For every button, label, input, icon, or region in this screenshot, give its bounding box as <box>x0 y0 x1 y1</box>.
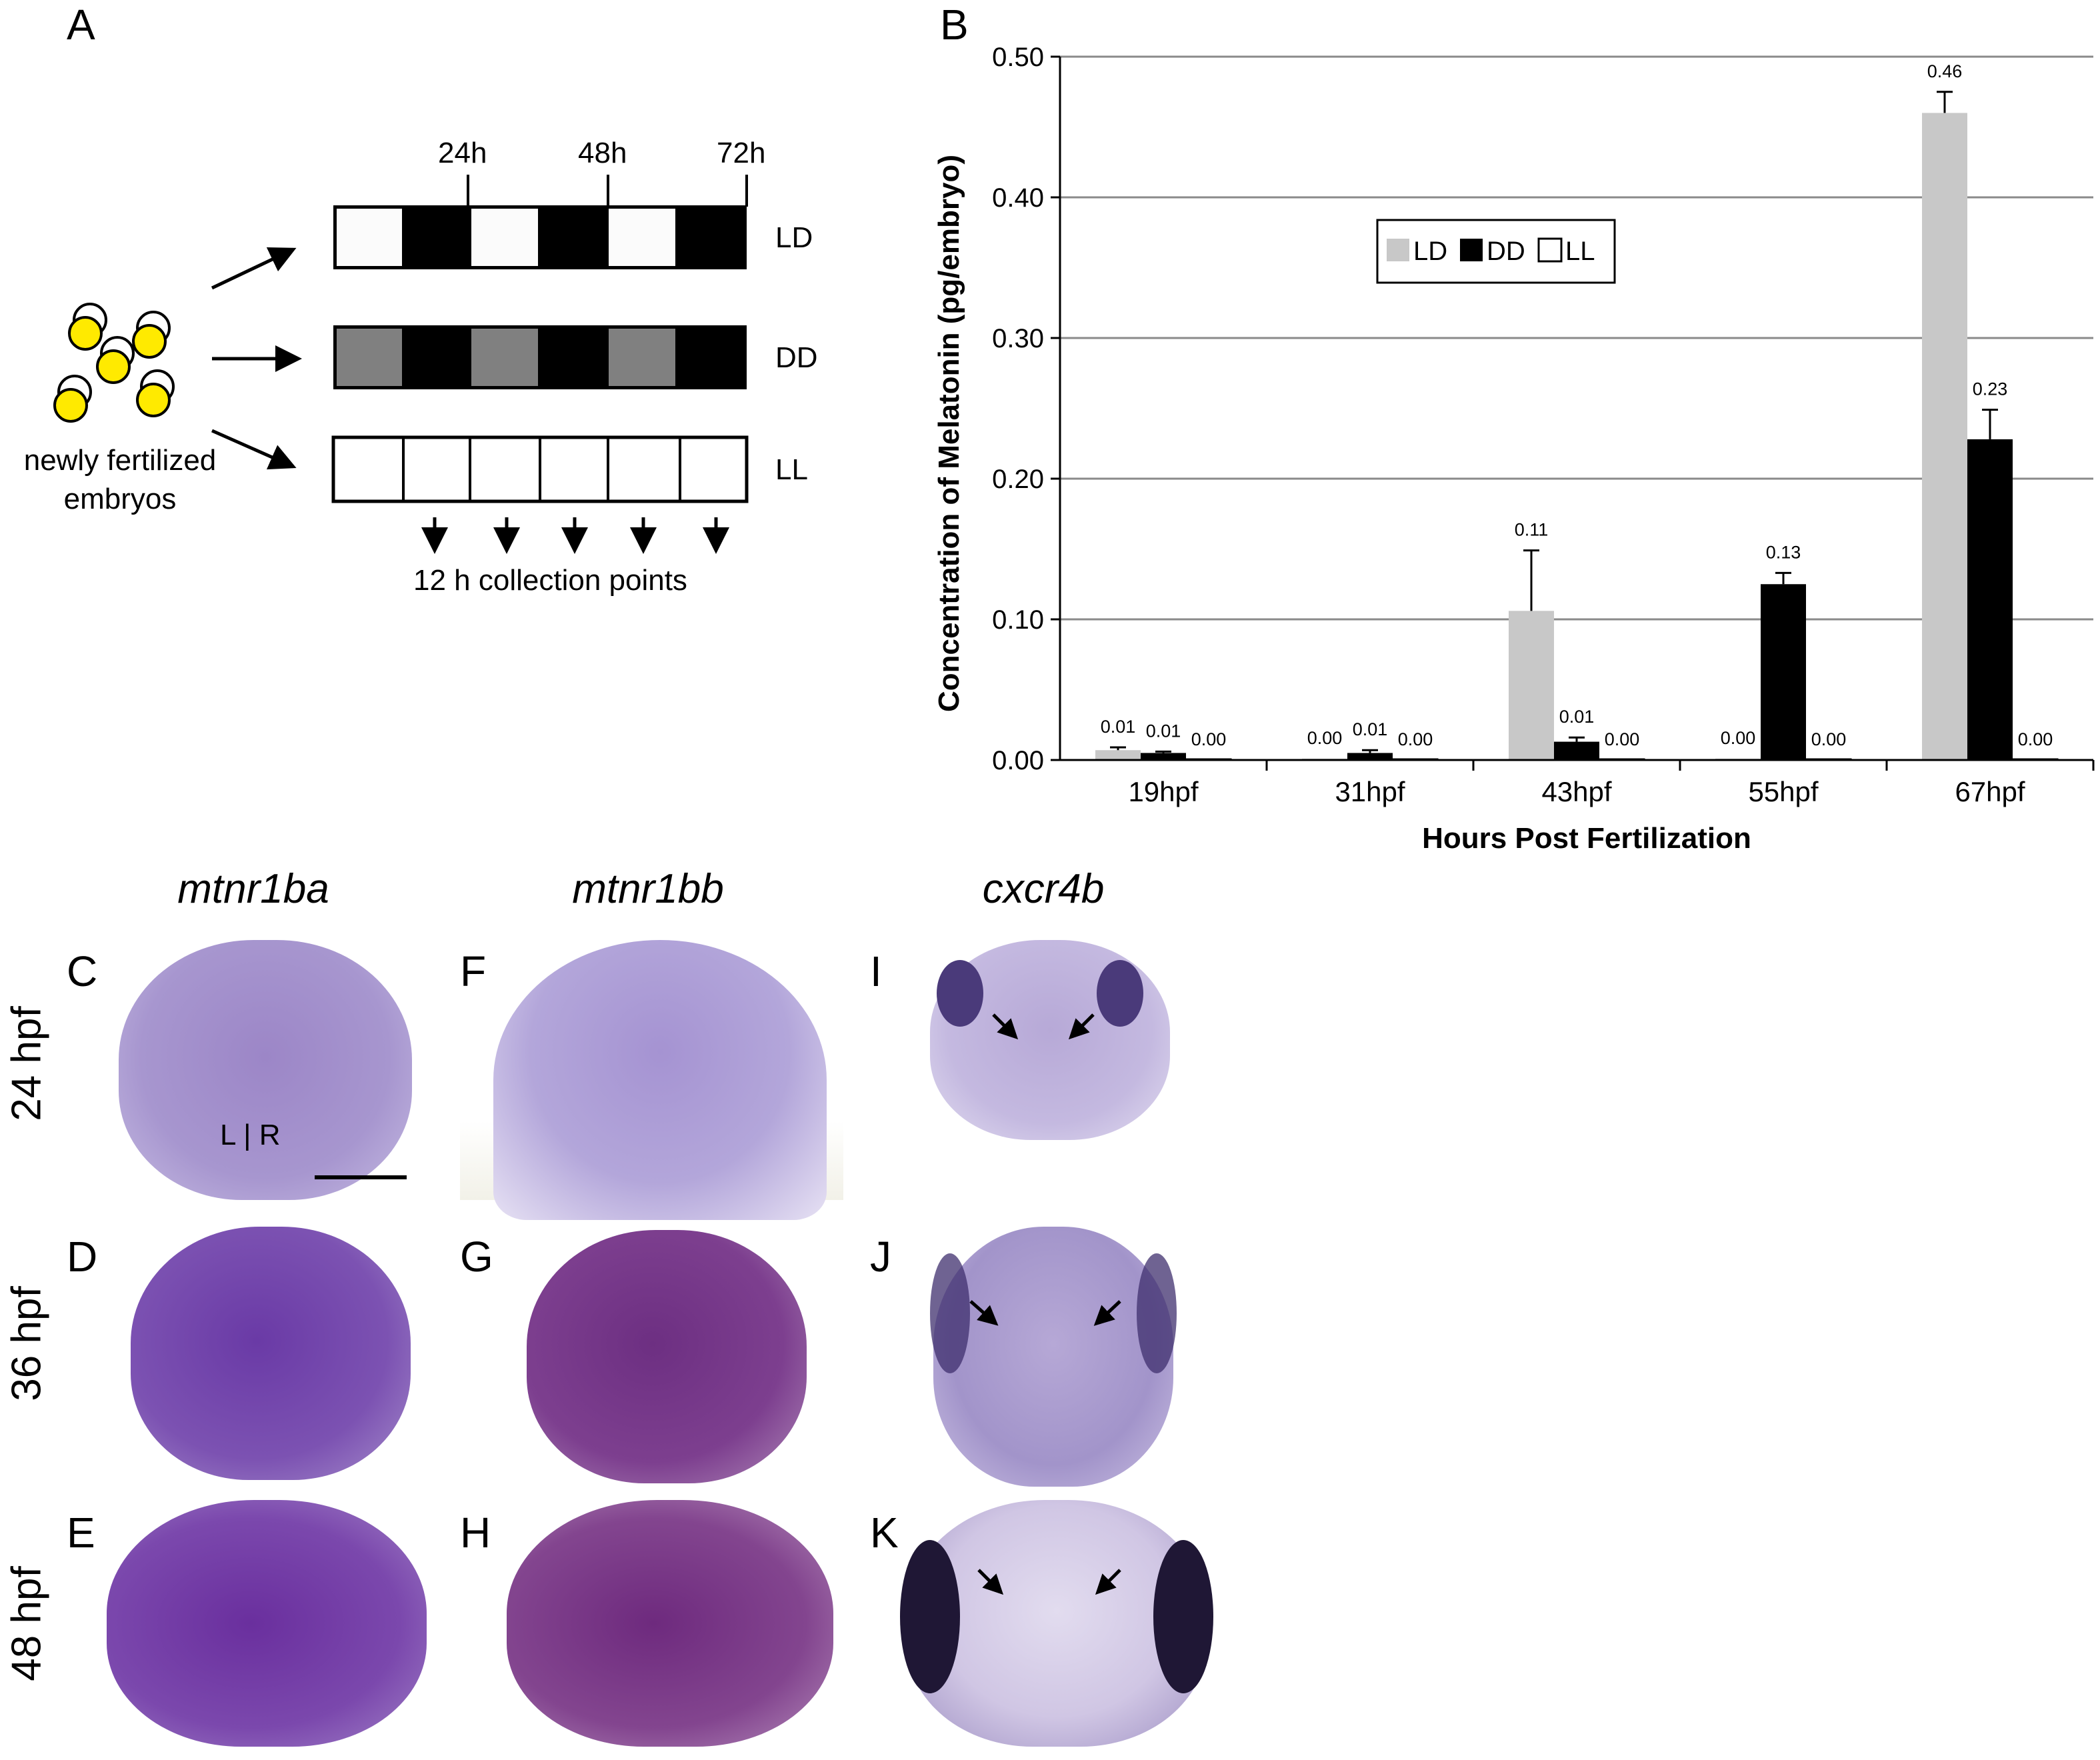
legend-swatch-dd <box>1460 239 1483 261</box>
ll-bar <box>331 435 749 503</box>
row-label-24hpf: 24 hpf <box>3 1006 50 1121</box>
y-axis-label: Concentration of Melatonin (pg/embryo) <box>933 155 965 712</box>
panel-label-f: F <box>460 947 487 995</box>
row-label-36hpf: 36 hpf <box>3 1286 50 1401</box>
eye-left-j <box>930 1253 970 1373</box>
data-label: 0.00 <box>1398 729 1433 749</box>
panel-label-h: H <box>460 1509 491 1557</box>
legend-label-dd: DD <box>1487 237 1525 266</box>
legend-label-ll: LL <box>1565 237 1595 266</box>
embryo-image-c <box>119 940 412 1200</box>
column-label-cxcr4b: cxcr4b <box>982 866 1105 912</box>
data-label: 0.46 <box>1927 61 1963 81</box>
eye-right-k <box>1153 1540 1213 1693</box>
y-tick-label: 0.50 <box>992 43 1044 72</box>
arrow-to-ll <box>211 429 297 470</box>
y-tick-label: 0.10 <box>992 605 1044 635</box>
data-label: 0.00 <box>1721 728 1756 748</box>
embryo-image-f <box>493 940 827 1220</box>
bar-dd <box>1141 753 1186 760</box>
ld-bar <box>333 205 747 269</box>
x-tick-label: 43hpf <box>1541 776 1611 807</box>
panel-label-j: J <box>870 1233 891 1281</box>
y-tick-label: 0.00 <box>992 746 1044 775</box>
bar-dd <box>1967 439 2013 760</box>
column-label-mtnr1bb: mtnr1bb <box>572 866 724 912</box>
data-label: 0.01 <box>1146 721 1181 741</box>
data-label: 0.00 <box>1605 729 1640 749</box>
embryo-image-e <box>107 1500 427 1747</box>
timeline-diagram <box>53 175 749 554</box>
cxcr4b-arrows <box>969 1013 1121 1595</box>
condition-ll: LL <box>775 453 808 486</box>
data-label: 0.01 <box>1101 717 1136 737</box>
bar-dd <box>1761 584 1806 760</box>
chart-gridlines <box>1060 55 2093 621</box>
legend-swatch-ld <box>1387 239 1409 261</box>
lr-label: L | R <box>220 1119 281 1151</box>
bar-ld <box>1095 750 1141 760</box>
eye-right-j <box>1137 1253 1177 1373</box>
embryo-image-j <box>933 1227 1173 1487</box>
bar-dd <box>1554 741 1599 760</box>
condition-dd: DD <box>775 341 818 374</box>
arrow-to-ld <box>211 247 297 290</box>
x-tick-label: 19hpf <box>1128 776 1198 807</box>
bar-dd <box>1347 753 1393 760</box>
panel-label-i: I <box>870 947 882 995</box>
panel-label-b: B <box>940 1 969 49</box>
panel-label-a: A <box>67 1 95 49</box>
embryo-image-g <box>527 1230 807 1483</box>
embryo-label-line1: newly fertilized <box>23 444 217 477</box>
x-tick-label: 67hpf <box>1955 776 2025 807</box>
y-tick-label: 0.30 <box>992 324 1044 353</box>
legend-label-ld: LD <box>1413 237 1447 266</box>
scale-bar <box>315 1175 407 1179</box>
chart-y-axis: 0.00 0.10 0.20 0.30 0.40 0.50 <box>992 43 1061 775</box>
chart-bars: 0.01 0.01 0.00 0.00 0.01 0.00 0.11 0.01 0.00 0.00… <box>1095 61 2059 761</box>
eye-left-k <box>900 1540 960 1693</box>
panel-label-e: E <box>67 1509 95 1557</box>
legend: LD DD LL <box>1376 219 1616 284</box>
eye-left-i <box>937 960 983 1027</box>
x-tick-label: 55hpf <box>1748 776 1818 807</box>
data-label: 0.11 <box>1515 520 1549 540</box>
data-label: 0.00 <box>1191 729 1227 749</box>
embryo-image-d <box>131 1227 411 1480</box>
legend-swatch-ll <box>1537 237 1563 263</box>
collection-label: 12 h collection points <box>413 564 687 597</box>
x-tick-label: 31hpf <box>1335 776 1405 807</box>
data-label: 0.01 <box>1559 707 1595 727</box>
data-label: 0.00 <box>1307 728 1343 748</box>
data-label: 0.13 <box>1766 542 1801 562</box>
panel-label-c: C <box>67 947 98 995</box>
panel-label-k: K <box>870 1509 899 1557</box>
data-label: 0.01 <box>1353 719 1388 739</box>
collection-arrows <box>421 517 729 554</box>
y-tick-label: 0.40 <box>992 183 1044 213</box>
dd-bar <box>333 325 747 389</box>
row-label-48hpf: 48 hpf <box>3 1566 50 1681</box>
data-label: 0.23 <box>1973 379 2008 399</box>
chart-x-axis: 19hpf 31hpf 43hpf 55hpf 67hpf <box>1060 759 2095 807</box>
melatonin-bar-chart: 0.01 0.01 0.00 0.00 0.01 0.000.110.010.00 0.00… <box>933 43 2095 855</box>
column-label-mtnr1ba: mtnr1ba <box>177 866 329 912</box>
embryo-label-line2: embryos <box>63 483 177 515</box>
panel-label-d: D <box>67 1233 98 1281</box>
panel-label-g: G <box>460 1233 493 1281</box>
time-label-72h: 72h <box>717 137 766 169</box>
embryos-icon <box>53 303 175 423</box>
x-axis-label: Hours Post Fertilization <box>1422 822 1751 855</box>
data-label: 0.00 <box>2018 729 2053 749</box>
condition-ld: LD <box>775 221 813 254</box>
data-label: 0.00 <box>1811 729 1847 749</box>
eye-right-i <box>1097 960 1143 1027</box>
time-label-48h: 48h <box>578 137 627 169</box>
y-tick-label: 0.20 <box>992 465 1044 494</box>
embryo-image-h <box>507 1500 833 1747</box>
bar-ld <box>1922 113 1967 760</box>
time-label-24h: 24h <box>438 137 487 169</box>
bar-ld <box>1509 611 1554 760</box>
